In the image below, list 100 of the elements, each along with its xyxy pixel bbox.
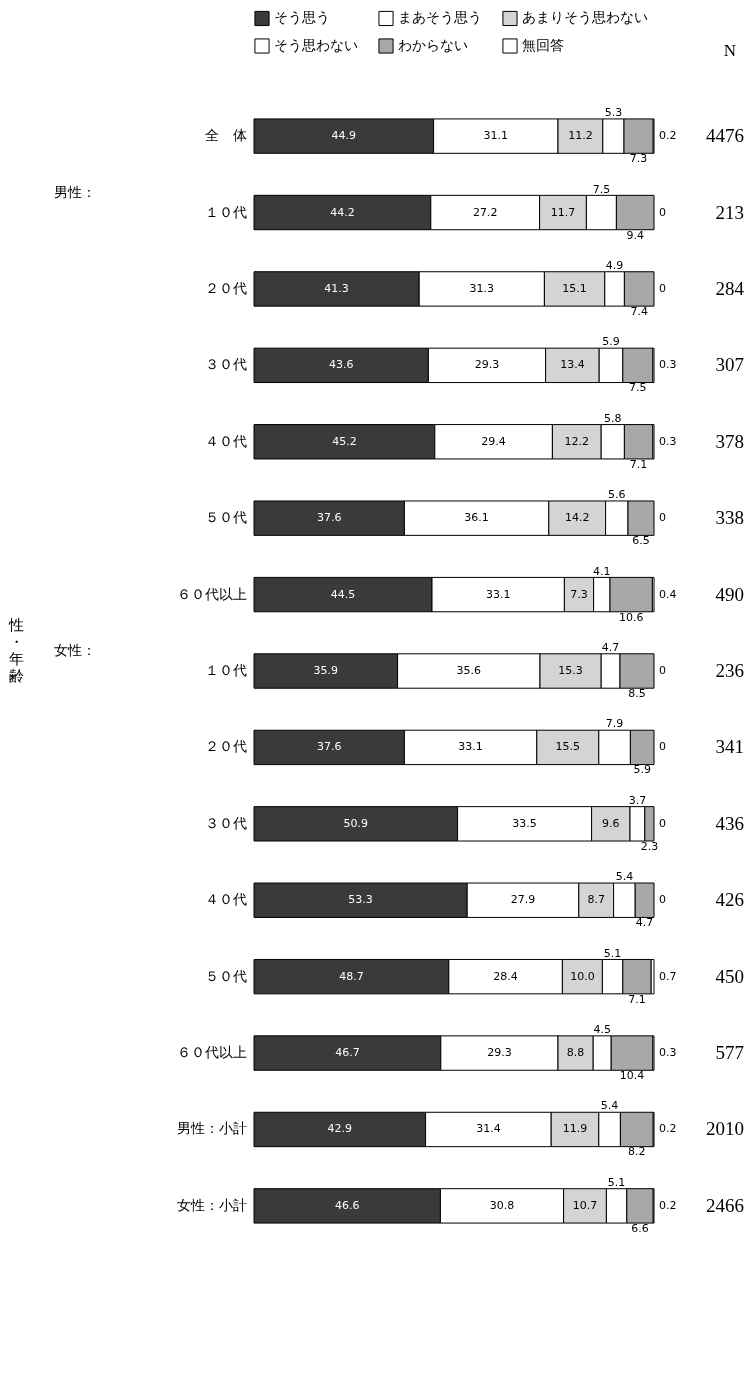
data-label: 5.6 — [608, 488, 626, 502]
data-label: 7.1 — [629, 457, 648, 471]
data-label: 45.2 — [332, 434, 357, 448]
data-label: 15.5 — [555, 740, 581, 754]
data-label: 7.3 — [629, 152, 648, 166]
data-label: 7.4 — [630, 304, 648, 318]
text: 378 — [715, 430, 744, 452]
data-label: 37.6 — [316, 740, 342, 754]
data-label: 30.8 — [489, 1198, 515, 1212]
text: 307 — [715, 354, 744, 376]
y-tick-label: ２０代 — [204, 738, 247, 755]
data-label: 27.9 — [510, 893, 536, 907]
data-label: 46.6 — [334, 1198, 360, 1212]
y-tick-label: ５０代 — [204, 509, 247, 526]
data-label: 27.2 — [472, 205, 498, 219]
data-label: 15.3 — [558, 664, 583, 677]
data-label: 41.3 — [324, 281, 349, 295]
data-label: 8.8 — [566, 1046, 585, 1060]
text: 236 — [715, 660, 744, 681]
data-label: 44.5 — [330, 587, 356, 601]
text: 436 — [715, 812, 744, 834]
data-label: 5.8 — [604, 411, 622, 425]
text: 450 — [715, 965, 744, 987]
data-label: 28.4 — [493, 969, 518, 983]
data-label: 5.9 — [633, 763, 651, 777]
text: 490 — [715, 583, 744, 605]
y-tick-label: ４０代 — [204, 891, 247, 908]
data-label: 0 — [659, 740, 666, 754]
y-tick-label: 女性：小計 — [176, 1196, 247, 1213]
text: 2466 — [706, 1194, 744, 1216]
data-label: 31.1 — [483, 129, 509, 143]
data-label: 48.7 — [339, 969, 364, 983]
y-tick-label: ６０代以上 — [176, 585, 247, 602]
data-label: 10.0 — [570, 969, 595, 983]
data-label: 4.9 — [605, 258, 624, 272]
y-tick-label: ２０代 — [204, 279, 247, 296]
data-label: 10.4 — [619, 1069, 645, 1083]
data-label: 9.4 — [626, 228, 644, 242]
text: 577 — [715, 1042, 744, 1064]
data-label: 9.6 — [602, 816, 620, 830]
data-label: 7.5 — [592, 182, 611, 196]
data-label: 11.9 — [562, 1122, 588, 1136]
data-label: 5.1 — [603, 946, 622, 960]
data-label: 44.2 — [330, 205, 355, 219]
data-label: 4.5 — [593, 1023, 611, 1037]
y-tick-label: ３０代 — [204, 814, 247, 831]
data-label: 11.7 — [550, 205, 576, 219]
data-label: 8.5 — [628, 687, 646, 700]
data-label: 13.4 — [560, 358, 585, 372]
text: 284 — [715, 277, 745, 299]
data-label: 8.7 — [587, 893, 605, 907]
data-label: 43.6 — [328, 358, 354, 372]
data-label: 4.7 — [601, 641, 620, 654]
data-label: 0.3 — [659, 1046, 677, 1060]
data-label: 37.6 — [316, 511, 342, 525]
data-label: 5.4 — [600, 1099, 619, 1113]
text: 341 — [715, 736, 744, 758]
y-tick-label: ６０代以上 — [176, 1044, 247, 1061]
data-label: 5.3 — [604, 106, 623, 120]
data-label: 53.3 — [348, 893, 373, 907]
text: N — [723, 41, 736, 60]
text: 213 — [715, 201, 744, 223]
legend-label: そう思う — [274, 9, 330, 26]
data-label: 7.1 — [628, 992, 646, 1006]
data-label: 7.9 — [605, 717, 624, 731]
data-label: 6.6 — [631, 1221, 649, 1235]
legend-label: わからない — [398, 37, 468, 53]
data-label: 12.2 — [564, 434, 590, 448]
legend-label: 無回答 — [522, 37, 564, 53]
text: 男性： — [54, 183, 96, 200]
data-label: 8.2 — [628, 1145, 646, 1159]
data-label: 0.7 — [659, 969, 677, 983]
data-label: 46.7 — [335, 1046, 360, 1060]
data-label: 35.6 — [456, 664, 482, 677]
data-label: 6.5 — [632, 534, 650, 548]
data-label: 4.7 — [635, 916, 654, 930]
data-label: 33.1 — [458, 740, 483, 754]
data-label: 7.3 — [570, 587, 588, 601]
legend-label: そう思わない — [274, 37, 358, 53]
data-label: 15.1 — [562, 281, 587, 295]
data-label: 31.4 — [476, 1122, 501, 1136]
data-label: 29.3 — [487, 1046, 512, 1060]
data-label: 36.1 — [464, 511, 489, 525]
text: 426 — [715, 889, 744, 911]
data-label: 3.7 — [628, 793, 647, 807]
y-tick-label: 全 体 — [204, 127, 247, 144]
data-label: 0.4 — [659, 587, 677, 601]
data-label: 0 — [659, 893, 666, 907]
text: 2010 — [706, 1118, 744, 1140]
data-label: 7.5 — [629, 381, 647, 395]
data-label: 0 — [659, 816, 666, 830]
data-label: 5.9 — [602, 335, 620, 349]
data-label: 0 — [659, 511, 666, 525]
data-label: 0.3 — [659, 434, 677, 448]
text: 338 — [715, 507, 744, 529]
data-label: 14.2 — [564, 511, 590, 525]
data-label: 0 — [659, 664, 666, 677]
y-tick-label: 男性：小計 — [176, 1120, 247, 1137]
data-label: 2.3 — [640, 839, 659, 853]
y-tick-label: １０代 — [204, 203, 247, 220]
